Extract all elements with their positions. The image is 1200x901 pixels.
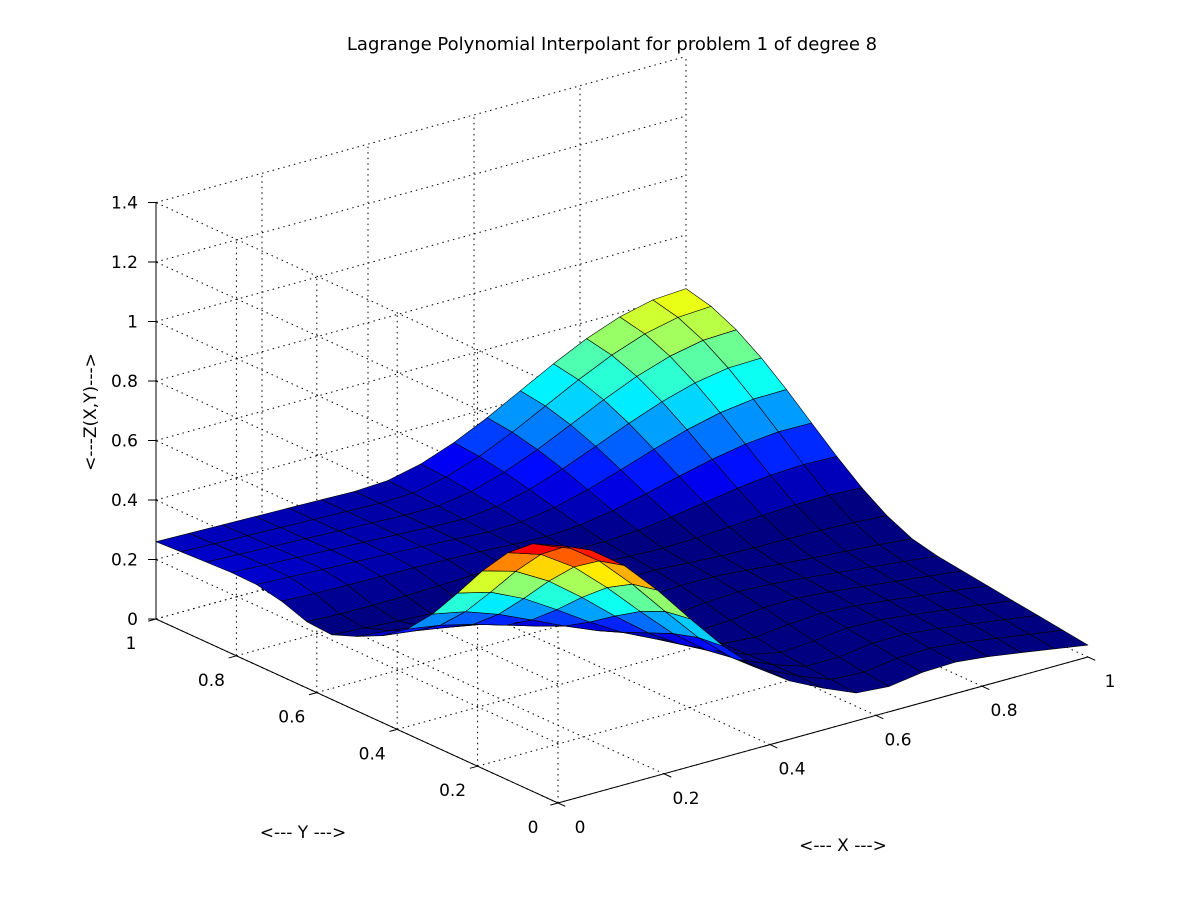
- y-axis-line: [155, 618, 559, 804]
- back-wall-grid-line: [155, 56, 687, 203]
- x-tick-label: 0.2: [672, 789, 699, 809]
- z-tick-label: 0.8: [111, 372, 138, 392]
- floor-grid-line: [261, 589, 665, 775]
- x-tick-mark: [663, 773, 672, 778]
- surface-mesh: [155, 288, 1089, 694]
- back-wall-grid-line: [155, 175, 687, 322]
- y-tick-label: 0.4: [359, 744, 386, 764]
- z-tick-label: 1: [127, 313, 138, 333]
- z-tick-label: 1.4: [111, 194, 138, 214]
- back-wall-grid-line: [155, 115, 687, 263]
- x-tick-mark: [557, 802, 566, 807]
- x-tick-mark: [875, 714, 884, 720]
- z-axis-label: <---Z(X,Y)--->: [81, 353, 101, 471]
- floor-grid-line: [367, 560, 771, 746]
- z-tick-label: 0: [127, 610, 138, 630]
- z-tick-label: 0.6: [111, 432, 138, 452]
- x-tick-mark: [981, 685, 990, 690]
- y-tick-mark: [228, 655, 237, 659]
- side-wall-grid-line: [155, 202, 559, 387]
- y-tick-label: 0.8: [198, 671, 225, 691]
- x-tick-label: 0.6: [884, 730, 911, 750]
- x-tick-label: 0.8: [990, 701, 1017, 721]
- y-tick-label: 0: [528, 818, 539, 838]
- tick-labels: 0 0.2 0.4 0.6 0.8 1 0 0.2 0.4 0.6 0.8 1 0 0.2 0.4 0.6 0.…: [111, 194, 1115, 839]
- x-tick-label: 1: [1105, 672, 1116, 692]
- x-axis-label: <--- X --->: [799, 836, 887, 856]
- z-tick-label: 0.4: [111, 491, 138, 511]
- y-tick-mark: [389, 728, 398, 733]
- y-tick-mark: [308, 692, 317, 696]
- y-tick-mark: [550, 802, 559, 806]
- y-tick-mark: [469, 765, 478, 769]
- axes: [148, 202, 1096, 807]
- z-tick-label: 0.2: [111, 551, 138, 571]
- z-tick-label: 1.2: [111, 253, 138, 273]
- y-tick-label: 0.6: [278, 708, 305, 728]
- x-tick-mark: [769, 744, 778, 749]
- side-wall-grid-line: [155, 261, 559, 447]
- side-wall-grid-line: [155, 380, 559, 566]
- x-tick-label: 0.4: [778, 760, 805, 780]
- y-tick-label: 0.2: [439, 781, 466, 801]
- x-tick-label: 0: [575, 818, 586, 838]
- side-wall-grid-line: [155, 559, 559, 744]
- side-wall-grid-line: [155, 321, 559, 506]
- x-axis-line: [557, 656, 1089, 804]
- y-axis-label: <--- Y --->: [260, 823, 347, 843]
- chart-title: Lagrange Polynomial Interpolant for prob…: [347, 34, 877, 55]
- y-tick-label: 1: [126, 634, 137, 654]
- x-tick-mark: [1087, 656, 1096, 661]
- surface-facet: [1029, 629, 1089, 650]
